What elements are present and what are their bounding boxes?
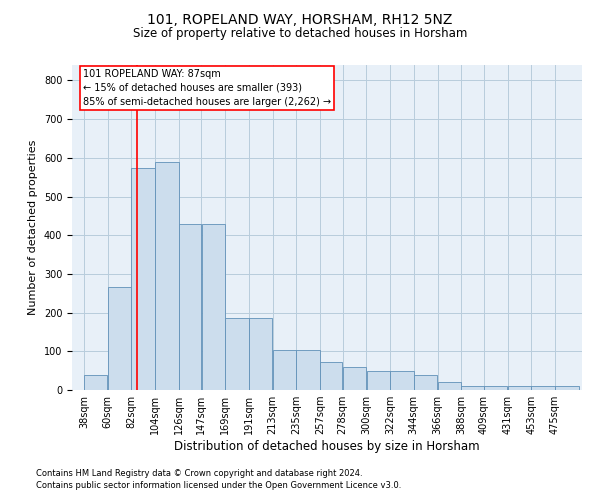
Bar — [390, 372, 413, 390]
Bar — [249, 318, 272, 390]
Text: Contains public sector information licensed under the Open Government Licence v3: Contains public sector information licen… — [36, 481, 401, 490]
Bar — [437, 382, 461, 390]
Bar — [225, 318, 248, 390]
Bar — [367, 372, 390, 390]
Bar — [508, 386, 531, 390]
Text: 101, ROPELAND WAY, HORSHAM, RH12 5NZ: 101, ROPELAND WAY, HORSHAM, RH12 5NZ — [148, 12, 452, 26]
Bar — [461, 386, 484, 390]
Bar — [179, 224, 201, 390]
Y-axis label: Number of detached properties: Number of detached properties — [28, 140, 38, 315]
Bar — [414, 374, 437, 390]
Bar — [484, 386, 508, 390]
Text: Contains HM Land Registry data © Crown copyright and database right 2024.: Contains HM Land Registry data © Crown c… — [36, 468, 362, 477]
Bar — [273, 350, 296, 390]
Bar — [532, 386, 555, 390]
Bar — [84, 374, 107, 390]
Bar — [555, 386, 578, 390]
Bar — [131, 168, 155, 390]
Bar — [108, 288, 131, 390]
Bar — [343, 367, 366, 390]
Bar — [202, 224, 225, 390]
Bar — [155, 162, 179, 390]
Bar — [320, 362, 343, 390]
Text: Size of property relative to detached houses in Horsham: Size of property relative to detached ho… — [133, 28, 467, 40]
X-axis label: Distribution of detached houses by size in Horsham: Distribution of detached houses by size … — [174, 440, 480, 453]
Bar — [296, 350, 320, 390]
Text: 101 ROPELAND WAY: 87sqm
← 15% of detached houses are smaller (393)
85% of semi-d: 101 ROPELAND WAY: 87sqm ← 15% of detache… — [83, 69, 331, 107]
